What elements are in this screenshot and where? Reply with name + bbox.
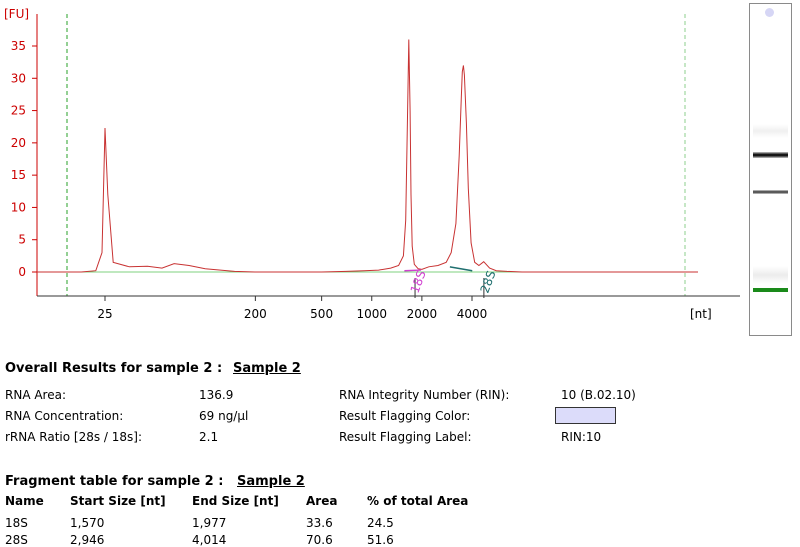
x-tick-label: 200 (244, 307, 267, 321)
x-axis-unit: [nt] (690, 307, 712, 321)
rna-concentration-value: 69 ng/µl (199, 409, 249, 423)
flag-label-value: RIN:10 (561, 430, 602, 444)
row-18s-end: 1,977 (192, 516, 227, 530)
gel-band-faint (753, 124, 788, 138)
rrna-ratio-label: rRNA Ratio [28s / 18s]: (5, 430, 143, 444)
col-header-area: Area (306, 494, 338, 508)
row-28s-area: 70.6 (306, 533, 333, 547)
peak-28s-baseline (449, 266, 473, 272)
rin-label: RNA Integrity Number (RIN): (339, 388, 510, 402)
gel-band-18s (753, 190, 788, 194)
y-tick-label: 0 (18, 265, 26, 279)
gel-band-28s (753, 152, 788, 158)
x-tick-label: 1000 (356, 307, 387, 321)
rna-area-label: RNA Area: (5, 388, 66, 402)
rin-value: 10 (B.02.10) (561, 388, 636, 402)
electropherogram-chart: 0 5 10 15 20 25 30 35 25 200 500 1000 2000 4000 [FU]… (4, 7, 740, 321)
y-tick-label: 35 (11, 39, 26, 53)
flag-color-label: Result Flagging Color: (339, 409, 471, 423)
col-header-end-size: End Size [nt] (192, 494, 279, 508)
row-28s-name: 28S (5, 533, 28, 547)
x-tick-label: 500 (310, 307, 333, 321)
y-tick-label: 10 (11, 200, 26, 214)
gel-band-lower-marker (753, 288, 788, 292)
peak-label-28s: 28S (478, 269, 499, 295)
x-tick-label: 2000 (407, 307, 438, 321)
y-axis-unit: [FU] (4, 7, 29, 21)
row-18s-name: 18S (5, 516, 28, 530)
flag-color-swatch (555, 407, 616, 424)
x-tick-label: 25 (97, 307, 112, 321)
row-18s-pct: 24.5 (367, 516, 394, 530)
rna-area-value: 136.9 (199, 388, 234, 402)
y-tick-label: 25 (11, 104, 26, 118)
y-tick-label: 5 (18, 233, 26, 247)
row-18s-start: 1,570 (70, 516, 105, 530)
trace-line (37, 39, 698, 273)
row-28s-start: 2,946 (70, 533, 105, 547)
flag-label-label: Result Flagging Label: (339, 430, 472, 444)
row-28s-pct: 51.6 (367, 533, 394, 547)
peak-label-18s: 18S (408, 269, 429, 295)
row-18s-area: 33.6 (306, 516, 333, 530)
rna-concentration-label: RNA Concentration: (5, 409, 124, 423)
fragment-sample-link[interactable]: Sample 2 (237, 474, 305, 489)
x-tick-label: 4000 (457, 307, 488, 321)
sample-marker-dot (765, 8, 774, 17)
overall-results-title: Overall Results for sample 2 : (5, 361, 223, 376)
col-header-pct-area: % of total Area (367, 494, 469, 508)
col-header-start-size: Start Size [nt] (70, 494, 166, 508)
y-tick-label: 20 (11, 136, 26, 150)
y-tick-label: 15 (11, 168, 26, 182)
overall-sample-link[interactable]: Sample 2 (233, 361, 301, 376)
peak-18s-baseline (404, 269, 422, 272)
y-tick-label: 30 (11, 71, 26, 85)
rrna-ratio-value: 2.1 (199, 430, 219, 444)
col-header-name: Name (5, 494, 44, 508)
row-28s-end: 4,014 (192, 533, 227, 547)
gel-lane (749, 3, 792, 336)
fragment-table-title: Fragment table for sample 2 : (5, 474, 224, 489)
gel-band-haze (753, 266, 788, 284)
